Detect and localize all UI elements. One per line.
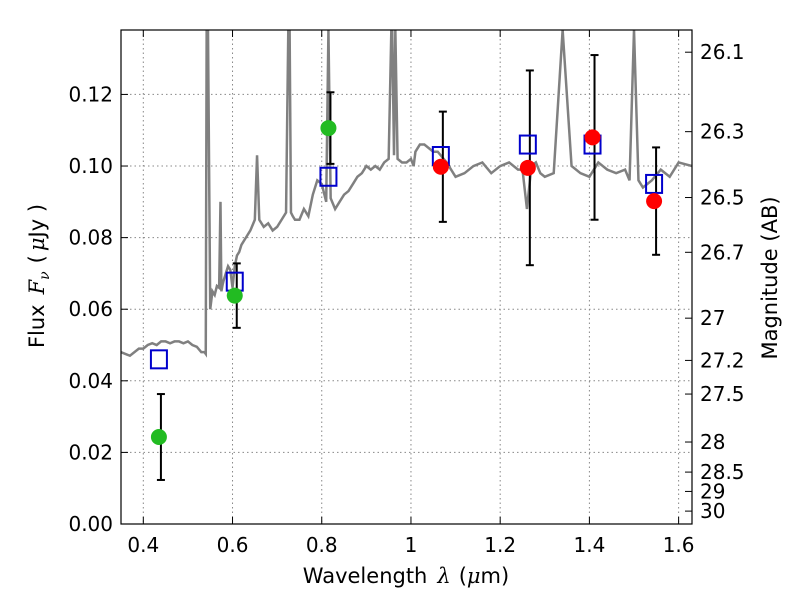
- x-tick-label: 1: [405, 533, 418, 557]
- model-photometry-points: [149, 134, 664, 370]
- y2-tick-label: 26.1: [700, 40, 745, 64]
- y2-tick-label: 27: [700, 306, 725, 330]
- y2-tick-label: 26.5: [700, 186, 745, 210]
- observed-point: [432, 158, 449, 175]
- y-tick-label: 0.00: [68, 512, 113, 536]
- observed-point: [150, 429, 167, 446]
- model-photometry-point: [319, 166, 338, 187]
- x-tick-label: 1.6: [663, 533, 695, 557]
- x-tick-label: 1.4: [573, 533, 605, 557]
- x-tick-label: 0.8: [306, 533, 338, 557]
- y-axis-label: FluxFν(μJy ): [25, 204, 53, 348]
- y-tick-label: 0.08: [68, 226, 113, 250]
- y-tick-label: 0.10: [68, 154, 113, 178]
- plot-frame: [120, 29, 693, 525]
- y2-axis-label: Magnitude (AB): [758, 196, 782, 359]
- y-tick-label: 0.06: [68, 297, 113, 321]
- y2-tick-label: 30: [700, 499, 725, 523]
- y-tick-label: 0.12: [68, 82, 113, 106]
- observed-points: [150, 120, 663, 446]
- x-axis-label: Wavelength λ (μm): [303, 564, 509, 588]
- y2-tick-label: 27.5: [700, 382, 745, 406]
- y2-tick-label: 27.2: [700, 348, 745, 372]
- x-tick-label: 0.6: [217, 533, 249, 557]
- observed-point: [646, 193, 663, 210]
- x-tick-label: 0.4: [127, 533, 159, 557]
- observed-point: [519, 159, 536, 176]
- y2-tick-label: 28.5: [700, 460, 745, 484]
- model-photometry-point: [645, 173, 664, 194]
- observed-point: [584, 129, 601, 146]
- y2-tick-label: 26.3: [700, 120, 745, 144]
- y2-tick-label: 26.7: [700, 240, 745, 264]
- model-spectrum-layer: [121, 30, 692, 358]
- model-photometry-point: [149, 349, 168, 370]
- x-tick-label: 1.2: [484, 533, 516, 557]
- y2-tick-label: 29: [700, 479, 725, 503]
- error-bars: [156, 54, 661, 481]
- observed-point: [226, 287, 243, 304]
- observed-point: [320, 120, 337, 137]
- model-spectrum-line: [121, 30, 692, 358]
- axis-ticks: 0.4 0.6 0.8 1 1.2 1.4 1.6 0.00 0.02 0.04 0.06 0.08 0…: [68, 30, 745, 557]
- y2-tick-label: 28: [700, 430, 725, 454]
- y-tick-label: 0.04: [68, 369, 113, 393]
- model-photometry-point: [518, 134, 537, 155]
- y-tick-label: 0.02: [68, 440, 113, 464]
